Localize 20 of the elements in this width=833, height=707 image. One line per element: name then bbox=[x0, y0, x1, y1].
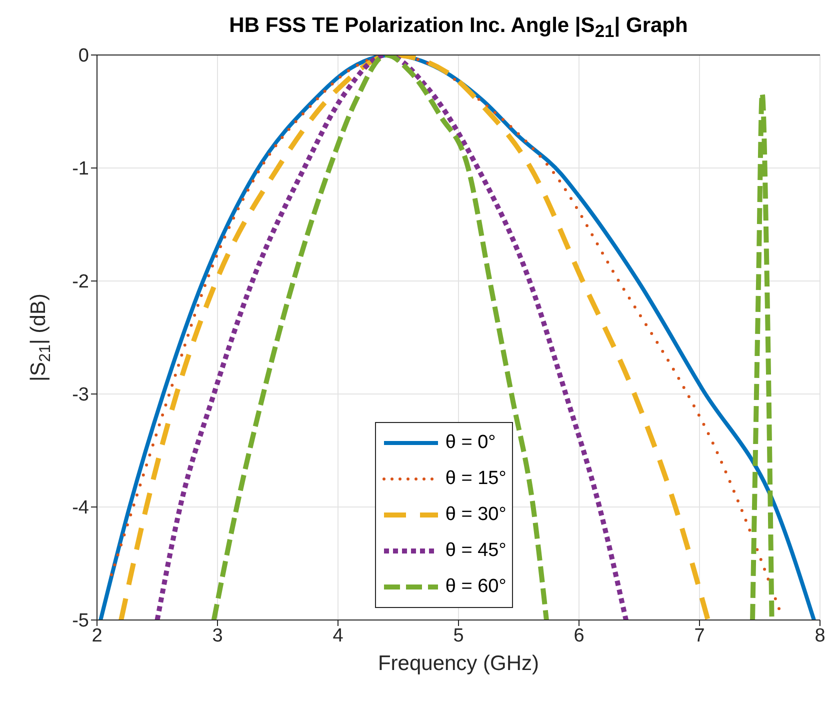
y-tick-label: -3 bbox=[72, 384, 89, 406]
y-tick-label: -1 bbox=[72, 158, 89, 180]
x-tick-label: 5 bbox=[453, 625, 464, 646]
x-tick-label: 2 bbox=[92, 625, 102, 646]
y-tick-label: -4 bbox=[72, 498, 90, 519]
x-tick-label: 3 bbox=[212, 625, 223, 646]
x-axis-title: Frequency (GHz) bbox=[378, 652, 540, 675]
legend-label: θ = 45° bbox=[445, 540, 506, 562]
x-tick-label: 8 bbox=[814, 625, 826, 646]
legend-label: θ = 30° bbox=[445, 504, 506, 526]
legend-label: θ = 60° bbox=[445, 576, 506, 598]
x-tick-label: 6 bbox=[574, 625, 584, 646]
chart-title: HB FSS TE Polarization Inc. Angle |S$_{21}$| Graph bbox=[228, 14, 689, 42]
x-tick-label: 7 bbox=[694, 625, 705, 646]
legend-label: θ = 15° bbox=[445, 468, 506, 490]
y-tick-label: -5 bbox=[72, 610, 89, 632]
y-tick-label: 0 bbox=[78, 46, 89, 67]
legend-label: θ = 0° bbox=[445, 432, 496, 454]
x-tick-label: 4 bbox=[332, 625, 344, 646]
y-tick-label: -2 bbox=[72, 272, 89, 293]
